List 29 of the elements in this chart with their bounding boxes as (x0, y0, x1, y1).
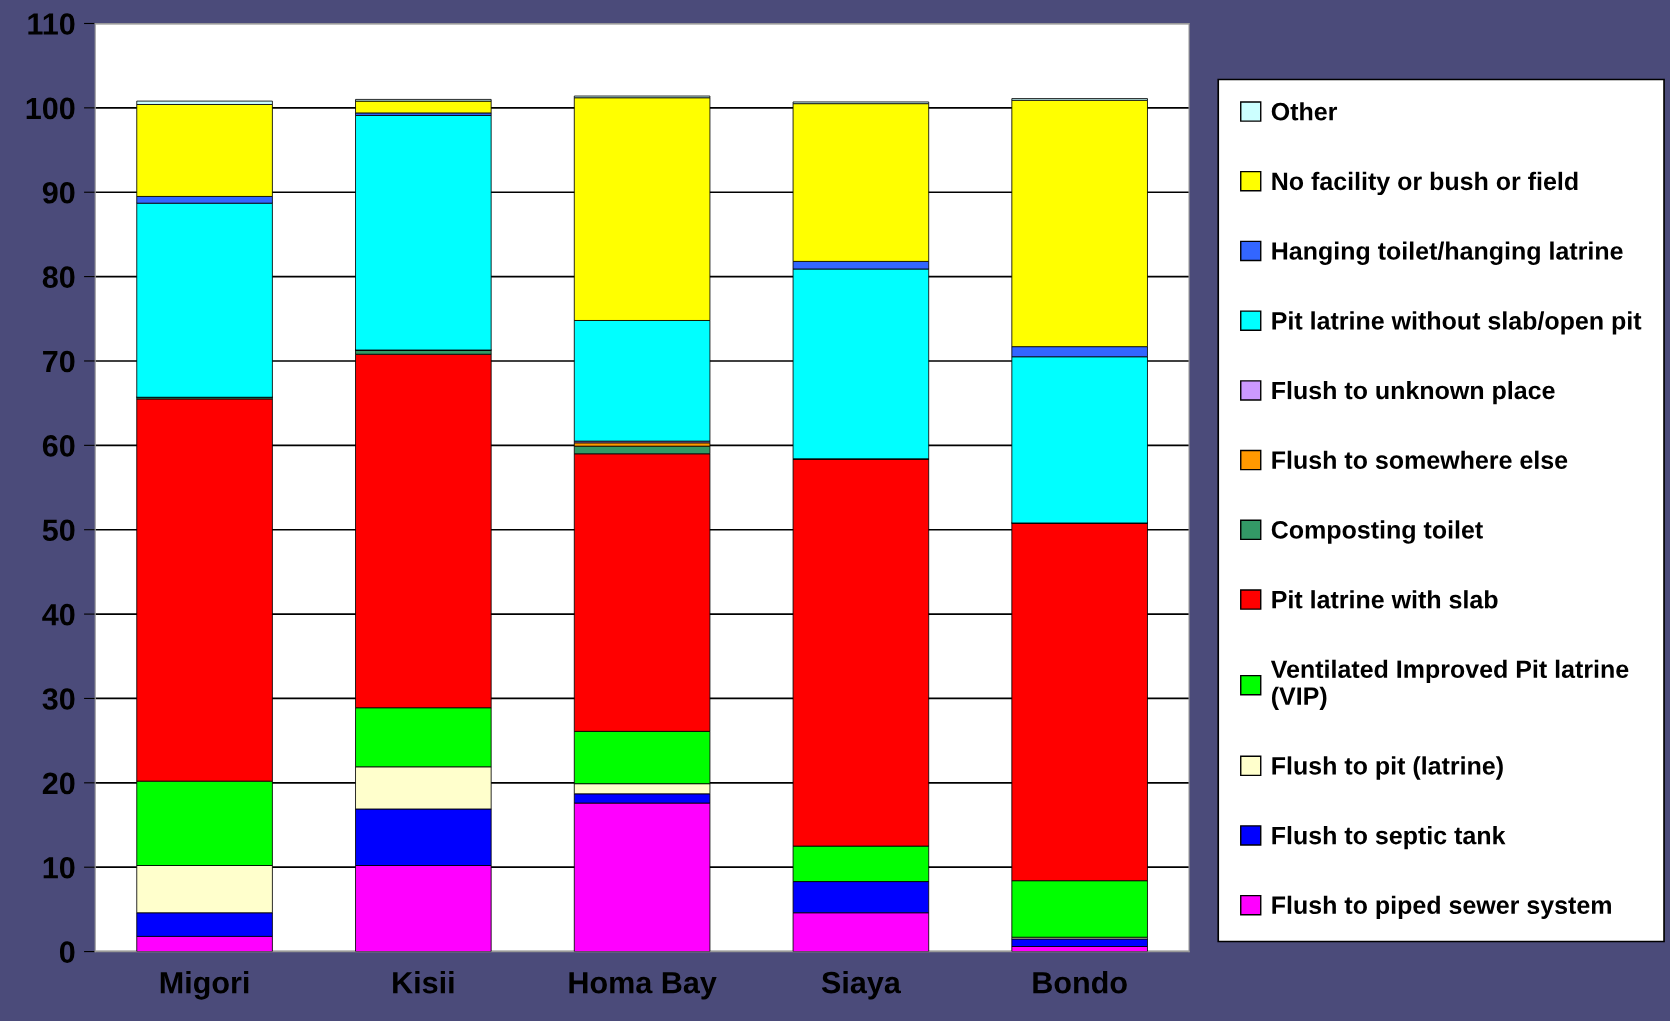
y-tick-label: 70 (43, 350, 75, 373)
y-tick-label: 60 (42, 435, 75, 457)
y-tick-label: 50 (42, 519, 75, 542)
y-tick-label: 20 (42, 772, 75, 795)
y-tick-label: 100 (26, 97, 75, 120)
legend-label: Composting toilet (1271, 520, 1483, 544)
legend-label: No facility or bush or field (1272, 171, 1578, 196)
x-tick-label: Migori (160, 971, 249, 1000)
x-tick-label: Homa Bay (569, 972, 717, 1000)
legend-label: Flush to pit (latrine) (1272, 756, 1503, 780)
y-tick-label: 30 (42, 688, 75, 710)
y-tick-label: 40 (42, 603, 75, 626)
x-tick-label: Siaya (821, 971, 902, 1000)
x-tick-label: Kisii (393, 971, 454, 994)
y-tick-label: 10 (43, 856, 75, 879)
legend-label: Pit latrine with slab (1272, 590, 1498, 609)
legend-label: Hanging toilet/hanging latrine (1272, 241, 1623, 265)
legend-label: Flush to piped sewer system (1272, 895, 1611, 920)
legend-label: Other (1271, 102, 1338, 121)
legend-label: Ventilated Improved Pit latrine (VIP) (1270, 659, 1629, 710)
legend-label: Flush to unknown place (1272, 380, 1555, 405)
y-tick-label: 0 (59, 941, 75, 963)
y-tick-label: 80 (42, 266, 75, 288)
legend-label: Pit latrine without slab/open pit (1272, 311, 1642, 335)
y-tick-label: 90 (42, 181, 75, 204)
x-tick-label: Bondo (1033, 971, 1127, 994)
legend-label: Flush to somewhere else (1272, 450, 1568, 470)
legend-label: Flush to septic tank (1272, 826, 1506, 850)
y-tick-label: 110 (28, 13, 75, 35)
